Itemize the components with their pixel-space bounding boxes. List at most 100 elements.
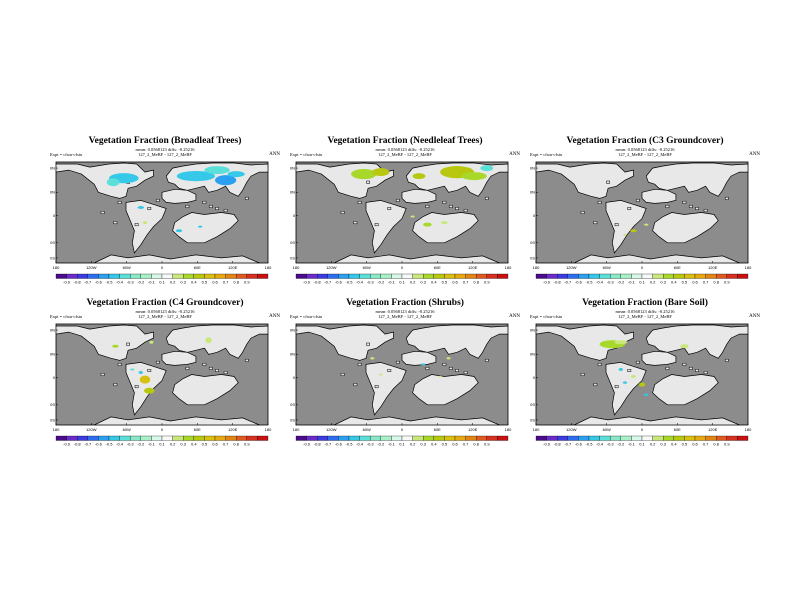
- colorbar-swatch: [317, 273, 328, 279]
- map-panel: Vegetation Fraction (Bare Soil) mean: 0.0…: [530, 298, 760, 458]
- data-patch: [410, 215, 415, 218]
- colorbar-swatch: [380, 273, 392, 279]
- colorbar-label: -0.8: [314, 280, 322, 285]
- colorbar-label: -0.6: [335, 280, 343, 285]
- colorbar-swatch: [684, 273, 696, 279]
- data-patch: [412, 173, 426, 180]
- colorbar-label: -0.5: [346, 280, 354, 285]
- island: [593, 383, 598, 387]
- map-figure: 60N40N040S60S180120W60W060E120E180-0.9-0…: [290, 161, 512, 285]
- data-patch: [215, 175, 237, 186]
- panel-stats: mean: 0.0568123 diffs: -0.25216: [615, 147, 675, 152]
- lon-label: 120W: [326, 427, 337, 432]
- island: [208, 204, 213, 208]
- lat-label: 40S: [50, 402, 55, 407]
- data-patch: [370, 357, 375, 360]
- colorbar-swatch: [98, 435, 110, 441]
- colorbar-swatch: [161, 435, 173, 441]
- colorbar-swatch: [652, 273, 664, 279]
- lat-label: 0: [293, 375, 296, 380]
- lon-label: 0: [641, 427, 644, 432]
- island: [635, 360, 640, 364]
- colorbar-swatch: [257, 435, 269, 441]
- colorbar-label: -0.7: [84, 442, 92, 447]
- island: [580, 211, 585, 214]
- colorbar-label: -0.8: [554, 442, 562, 447]
- data-patch: [438, 375, 442, 378]
- colorbar-label: -0.9: [63, 442, 71, 447]
- lon-label: 180: [533, 265, 540, 270]
- lon-label: 180: [293, 427, 300, 432]
- colorbar-label: 0.3: [660, 280, 666, 285]
- lon-label: 60E: [194, 427, 201, 432]
- island: [387, 369, 392, 372]
- data-patch: [631, 375, 636, 378]
- colorbar-label: 0.6: [692, 442, 698, 447]
- colorbar-swatch: [641, 273, 653, 279]
- colorbar-label: 0.6: [212, 280, 218, 285]
- lon-label: 180: [265, 265, 272, 270]
- colorbar-label: 0.7: [703, 442, 709, 447]
- lon-label: 60E: [434, 427, 441, 432]
- map-figure: 60N40N040S60S180120W60W060E120E180-0.9-0…: [290, 323, 512, 447]
- colorbar-swatch: [694, 273, 706, 279]
- island: [134, 385, 139, 389]
- data-patch: [623, 233, 627, 236]
- land-mass: [56, 162, 154, 199]
- map-panel: Vegetation Fraction (C3 Groundcover) mean…: [530, 136, 760, 296]
- colorbar-label: -0.8: [74, 280, 82, 285]
- colorbar-label: -0.3: [367, 442, 375, 447]
- colorbar-label: 0.5: [202, 442, 208, 447]
- land-mass: [574, 254, 740, 263]
- colorbar-label: -0.5: [346, 442, 354, 447]
- colorbar-swatch: [423, 435, 434, 441]
- data-patch: [142, 221, 148, 225]
- map-figure: 60N40N040S60S180120W60W060E120E180-0.9-0…: [530, 161, 752, 285]
- lat-label: 40N: [530, 190, 535, 195]
- colorbar-label: 0.5: [442, 442, 448, 447]
- colorbar-label: -0.4: [356, 442, 364, 447]
- colorbar-swatch: [257, 273, 269, 279]
- map-panel: Vegetation Fraction (C4 Groundcover) mean…: [50, 298, 280, 458]
- colorbar-swatch: [348, 273, 360, 279]
- land-mass: [412, 374, 479, 406]
- data-patch: [144, 387, 155, 394]
- colorbar-label: 0.8: [233, 280, 239, 285]
- colorbar-swatch: [476, 435, 487, 441]
- land-mass: [574, 416, 740, 425]
- island: [597, 200, 602, 204]
- lon-label: 180: [53, 427, 60, 432]
- colorbar-swatch: [497, 273, 509, 279]
- island: [374, 385, 379, 389]
- land-mass: [56, 324, 154, 361]
- colorbar-label: -0.1: [628, 442, 636, 447]
- colorbar-label: -0.7: [324, 442, 332, 447]
- colorbar-label: -0.1: [388, 280, 396, 285]
- data-patch: [204, 166, 230, 175]
- panel-expt: Expt = cfstu-cfstu: [530, 152, 563, 157]
- island: [682, 200, 687, 204]
- lon-label: 120E: [708, 427, 718, 432]
- colorbar-label: 0.7: [223, 442, 229, 447]
- colorbar-swatch: [652, 435, 664, 441]
- panel-case: 127_2_MeBF - 127_2_MeBF: [378, 152, 432, 157]
- colorbar-label: -0.5: [106, 280, 114, 285]
- island: [695, 207, 699, 210]
- island: [353, 383, 358, 387]
- colorbar-swatch: [338, 435, 350, 441]
- colorbar-swatch: [535, 273, 547, 279]
- colorbar-swatch: [476, 273, 487, 279]
- land-mass: [536, 324, 634, 361]
- colorbar-swatch: [631, 435, 643, 441]
- panel-expt: Expt = cfstu-cfstu: [290, 314, 323, 319]
- data-patch: [618, 368, 623, 371]
- colorbar-label: 0.7: [223, 280, 229, 285]
- island: [374, 223, 379, 227]
- lat-label: 40N: [290, 352, 295, 357]
- lon-label: 120W: [566, 427, 577, 432]
- lon-label: 60W: [363, 427, 371, 432]
- colorbar-swatch: [726, 273, 738, 279]
- lat-label: 40S: [530, 402, 535, 407]
- lon-label: 120W: [326, 265, 337, 270]
- island: [724, 358, 729, 362]
